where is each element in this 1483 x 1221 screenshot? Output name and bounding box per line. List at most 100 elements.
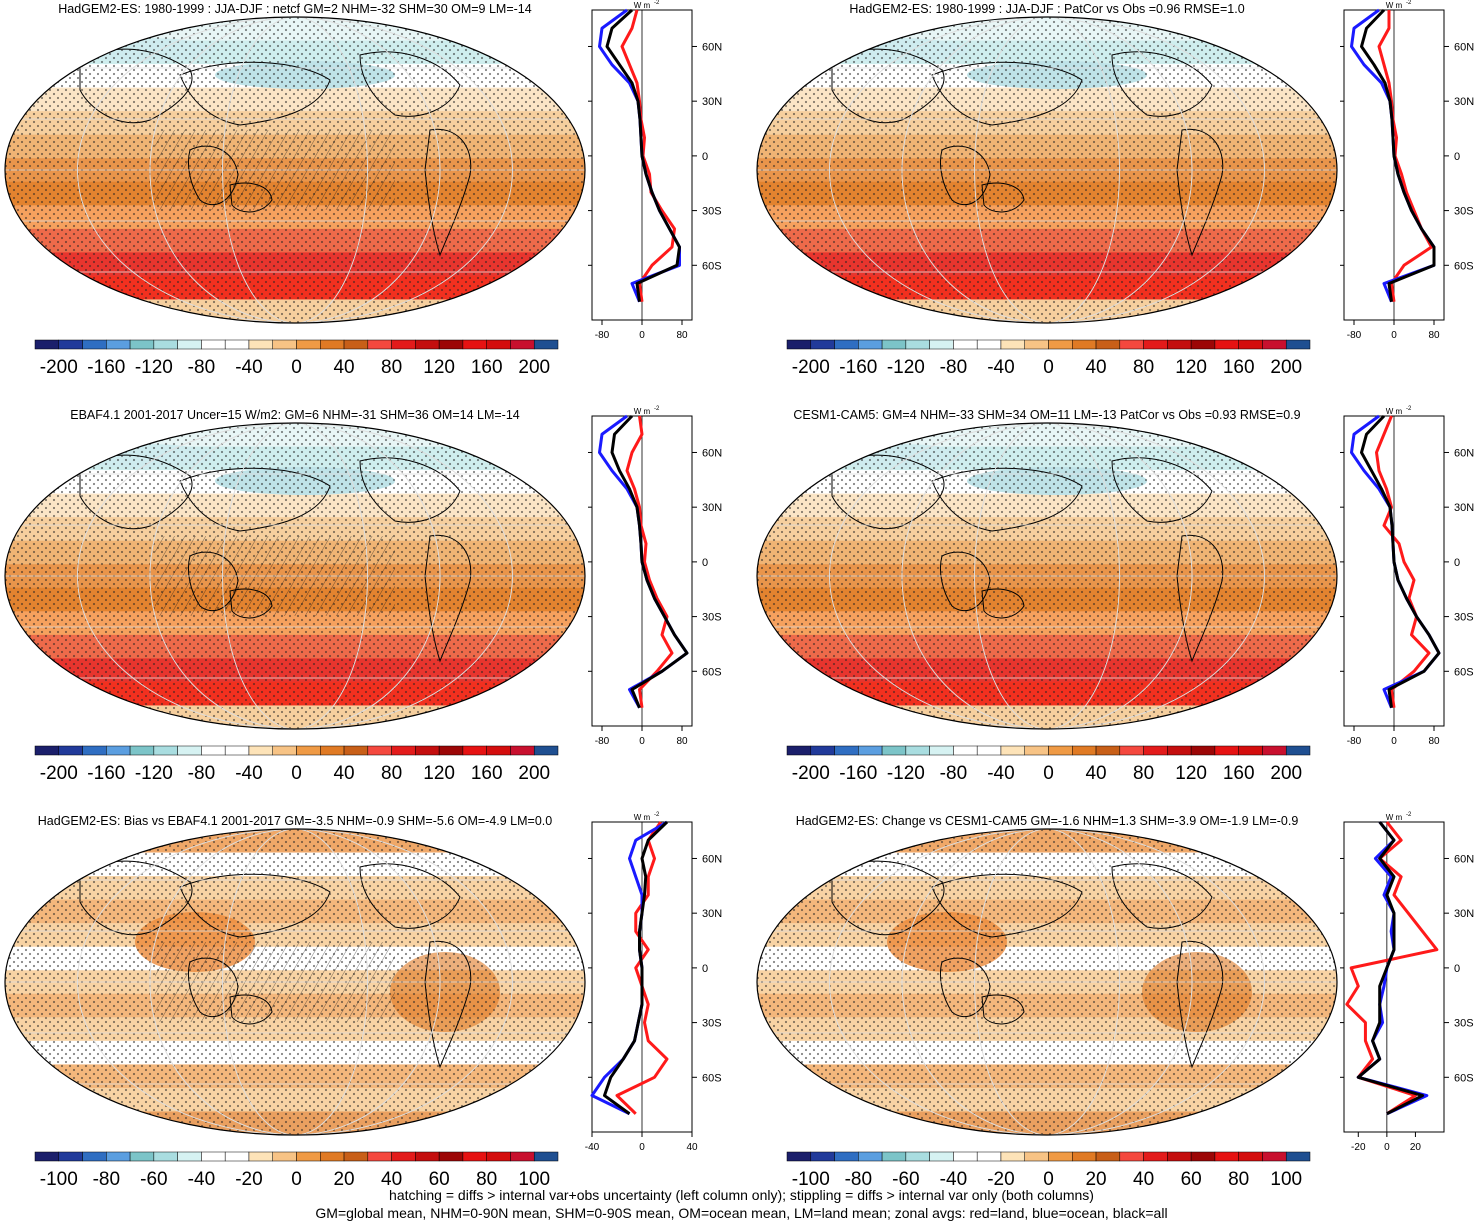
profile-x-tick-label: 20 — [1410, 1142, 1422, 1153]
lat-tick-label: 60S — [1454, 260, 1474, 272]
colorbar-swatch — [510, 1151, 535, 1162]
colorbar-label: 200 — [1270, 763, 1302, 784]
colorbar-swatch — [1024, 745, 1049, 756]
map-border — [4, 16, 586, 324]
graticule-line — [829, 423, 1265, 729]
colorbar-swatch — [415, 745, 440, 756]
colorbar-label: -40 — [188, 1169, 215, 1190]
colorbar-label: -200 — [792, 357, 830, 378]
colorbar-swatch — [106, 339, 131, 350]
colorbar-swatch — [1285, 1151, 1311, 1162]
colorbar-swatch — [905, 745, 930, 756]
profile-frame — [1343, 821, 1445, 1133]
profile-line-land — [620, 9, 676, 302]
colorbar-swatch — [248, 745, 273, 756]
colorbar-swatch — [953, 339, 978, 350]
colorbar-swatch — [462, 1151, 487, 1162]
colorbar-swatch — [1143, 1151, 1168, 1162]
colorbar-swatch — [248, 1151, 273, 1162]
colorbar-swatch — [929, 339, 954, 350]
colorbar-label: 40 — [1133, 1169, 1154, 1190]
colorbar-swatch — [343, 745, 369, 756]
profile-units-exponent: -2 — [1406, 812, 1412, 818]
graticule-line — [222, 17, 368, 323]
profile-line-all — [1360, 414, 1441, 708]
colorbar-swatch — [1238, 339, 1263, 350]
profile-x-tick-label: 0 — [639, 330, 645, 341]
lat-tick-label: 30N — [702, 96, 722, 108]
colorbar-label: -40 — [940, 1169, 967, 1190]
colorbar-swatch — [391, 1151, 416, 1162]
profile-x-tick-label: -80 — [595, 330, 610, 341]
colorbar-swatch — [1262, 745, 1287, 756]
colorbar-swatch — [1214, 339, 1239, 350]
colorbar-swatch — [1167, 745, 1192, 756]
colorbar-label: 160 — [1223, 763, 1255, 784]
colorbar-swatch — [177, 339, 202, 350]
lat-tick-label: 30N — [1454, 96, 1474, 108]
colorbar-swatch — [786, 1151, 812, 1162]
map — [757, 17, 1337, 323]
colorbar-swatch — [834, 1151, 859, 1162]
map — [757, 423, 1337, 729]
colorbar-swatch — [34, 339, 60, 350]
profile-line-land — [1377, 10, 1433, 302]
colorbar-label: 100 — [518, 1169, 550, 1190]
colorbar-swatch — [129, 1151, 155, 1162]
lat-tick-label: 30N — [702, 908, 722, 920]
panel-title: CESM1-CAM5: GM=4 NHM=-33 SHM=34 OM=11 LM… — [793, 408, 1301, 422]
panel-svg: -200 -160 -120 -80 -40 0 40 80 120 160 200 W m -2 60N… — [756, 406, 1474, 784]
colorbar-swatch — [438, 745, 464, 756]
map — [5, 829, 585, 1135]
colorbar-swatch — [533, 339, 559, 350]
map — [757, 829, 1337, 1135]
colorbar-swatch — [486, 339, 511, 350]
colorbar-label: 80 — [476, 1169, 497, 1190]
profile-x-tick-label: 0 — [1391, 330, 1397, 341]
profile-units-exponent: -2 — [654, 0, 660, 6]
colorbar-label: -120 — [887, 357, 925, 378]
profile-units: W m — [1386, 813, 1403, 822]
colorbar-swatch — [1167, 1151, 1192, 1162]
colorbar-label: -60 — [140, 1169, 167, 1190]
colorbar-swatch — [1000, 1151, 1025, 1162]
colorbar-label: 200 — [518, 357, 550, 378]
colorbar-swatch — [343, 339, 369, 350]
caption-line-1: hatching = diffs > internal var+obs unce… — [389, 1187, 1094, 1203]
colorbar-label: -120 — [887, 763, 925, 784]
colorbar-swatch — [1167, 339, 1192, 350]
colorbar-swatch — [834, 339, 859, 350]
graticule-line — [77, 423, 513, 729]
colorbar-swatch — [810, 339, 835, 350]
colorbar-label: -160 — [839, 763, 877, 784]
graticule-line — [149, 829, 441, 1135]
colorbar-swatch — [296, 1151, 321, 1162]
profile-x-tick-label: 80 — [676, 330, 688, 341]
graticule-line — [222, 829, 368, 1135]
colorbar-swatch — [953, 745, 978, 756]
lat-tick-label: 30N — [702, 502, 722, 514]
colorbar-swatch — [367, 339, 392, 350]
colorbar-label: 0 — [1043, 763, 1054, 784]
profile-line-all — [1360, 8, 1436, 302]
profile-x-tick-label: -80 — [1347, 330, 1362, 341]
panel-svg: -100 -80 -60 -40 -20 0 20 40 60 80 100 W m -2 60N 30N 0… — [4, 812, 722, 1190]
colorbar-swatch — [976, 1151, 1002, 1162]
colorbar-swatch — [320, 339, 345, 350]
profile-line-ocean — [590, 820, 668, 1116]
panel-title: HadGEM2-ES: 1980-1999 : JJA-DJF : netcf … — [58, 2, 532, 16]
colorbar-label: 20 — [333, 1169, 354, 1190]
colorbar-label: -200 — [792, 763, 830, 784]
colorbar-swatch — [810, 745, 835, 756]
colorbar-swatch — [82, 1151, 107, 1162]
colorbar-swatch — [106, 1151, 131, 1162]
colorbar-swatch — [1095, 745, 1121, 756]
profile-x-tick-label: 80 — [1428, 330, 1440, 341]
panel-title: HadGEM2-ES: Change vs CESM1-CAM5 GM=-1.6… — [795, 814, 1299, 828]
lat-tick-label: 30N — [1454, 908, 1474, 920]
lat-tick-label: 60S — [702, 1072, 722, 1084]
map — [5, 423, 585, 729]
colorbar-label: 160 — [471, 763, 503, 784]
colorbar-swatch — [129, 745, 155, 756]
profile-x-tick-label: 80 — [676, 736, 688, 747]
